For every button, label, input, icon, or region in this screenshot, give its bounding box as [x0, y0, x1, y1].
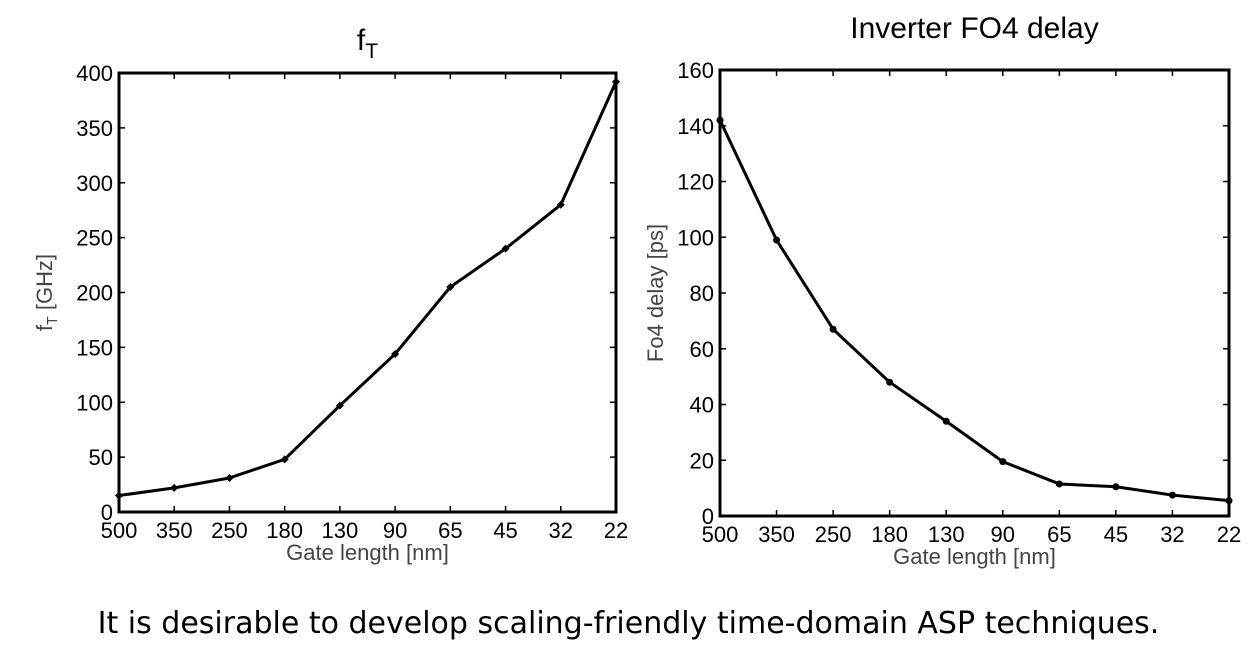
- x-tick-label: 22: [1217, 522, 1241, 547]
- y-tick-label: 350: [76, 116, 113, 141]
- slide-caption: It is desirable to develop scaling-frien…: [97, 606, 1160, 641]
- x-tick-label: 500: [101, 518, 138, 543]
- data-point: [501, 244, 510, 253]
- y-axis-label-subscript: T: [45, 316, 61, 325]
- y-tick-label: 0: [702, 504, 714, 529]
- data-point: [225, 473, 234, 482]
- fo4-delay-chart: Inverter FO4 delay 0 20 40 60 80 100 120 140 160 5…: [643, 12, 1241, 569]
- y-tick-label: 120: [677, 170, 714, 195]
- data-point: [391, 349, 400, 358]
- x-tick-label: 350: [156, 518, 193, 543]
- x-tick-label: 350: [758, 522, 795, 547]
- x-tick-label: 250: [815, 522, 852, 547]
- data-point: [612, 77, 620, 86]
- data-point: [1055, 480, 1063, 488]
- x-tick-label: 500: [702, 522, 739, 547]
- x-axis-label: Gate length [nm]: [286, 540, 449, 565]
- x-tick-label: 180: [266, 518, 303, 543]
- y-tick-label: 100: [677, 225, 714, 250]
- y-tick-label: 20: [690, 448, 714, 473]
- data-point: [170, 483, 179, 492]
- data-point: [1112, 483, 1120, 491]
- x-tick-label: 45: [1104, 522, 1128, 547]
- y-tick-label: 300: [76, 171, 113, 196]
- y-tick-label: 160: [677, 58, 714, 83]
- x-tick-label: 90: [991, 522, 1015, 547]
- y-tick-label: 200: [76, 281, 113, 306]
- x-tick-label: 65: [1047, 522, 1071, 547]
- y-tick-label: 150: [76, 335, 113, 360]
- x-tick-label: 180: [871, 522, 908, 547]
- x-tick-label: 130: [322, 518, 359, 543]
- chart-title: Inverter FO4 delay: [850, 12, 1098, 45]
- data-point: [115, 491, 123, 500]
- y-tick-label: 140: [677, 114, 714, 139]
- data-point: [999, 458, 1007, 466]
- data-point: [280, 455, 289, 464]
- plot-frame: [117, 71, 618, 514]
- data-point: [716, 116, 724, 124]
- y-axis-label-main: f: [32, 324, 57, 331]
- data-point: [886, 378, 894, 386]
- data-point: [335, 401, 344, 410]
- data-point: [942, 417, 950, 425]
- data-point: [773, 236, 781, 244]
- x-tick-label: 45: [493, 518, 517, 543]
- data-point: [829, 325, 837, 333]
- y-tick-label: 40: [690, 393, 714, 418]
- y-tick-label: 400: [76, 61, 113, 86]
- x-tick-label: 32: [549, 518, 573, 543]
- y-tick-label: 50: [89, 445, 113, 470]
- plot-frame: [718, 68, 1231, 518]
- x-tick-label: 90: [383, 518, 407, 543]
- x-tick-label: 32: [1160, 522, 1184, 547]
- series-line: [118, 81, 618, 498]
- series-line: [718, 119, 1230, 503]
- chart-title-subscript: T: [365, 40, 378, 63]
- y-axis-label: Fo4 delay [ps]: [643, 224, 668, 362]
- data-point: [1225, 497, 1233, 505]
- y-tick-label: 80: [690, 281, 714, 306]
- y-axis-label: fT [GHz]: [32, 254, 61, 331]
- y-tick-label: 0: [101, 500, 113, 525]
- chart-title: fT: [357, 24, 378, 63]
- data-point: [1168, 491, 1176, 499]
- chart-title-main: f: [357, 24, 366, 57]
- x-axis-label: Gate length [nm]: [893, 544, 1056, 569]
- y-tick-label: 100: [76, 390, 113, 415]
- y-axis-label-unit: [GHz]: [32, 254, 57, 316]
- x-tick-label: 65: [438, 518, 462, 543]
- x-tick-label: 22: [604, 518, 628, 543]
- data-point: [446, 283, 455, 292]
- y-tick-label: 250: [76, 226, 113, 251]
- x-tick-label: 250: [211, 518, 248, 543]
- data-point: [556, 200, 565, 209]
- y-tick-label: 60: [690, 337, 714, 362]
- x-tick-label: 130: [928, 522, 965, 547]
